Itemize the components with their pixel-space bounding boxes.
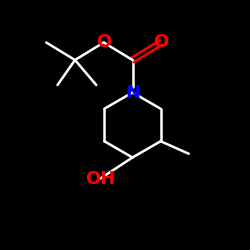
Text: OH: OH xyxy=(85,170,115,188)
Text: N: N xyxy=(125,84,140,102)
Text: O: O xyxy=(96,34,112,52)
Text: O: O xyxy=(154,34,169,52)
